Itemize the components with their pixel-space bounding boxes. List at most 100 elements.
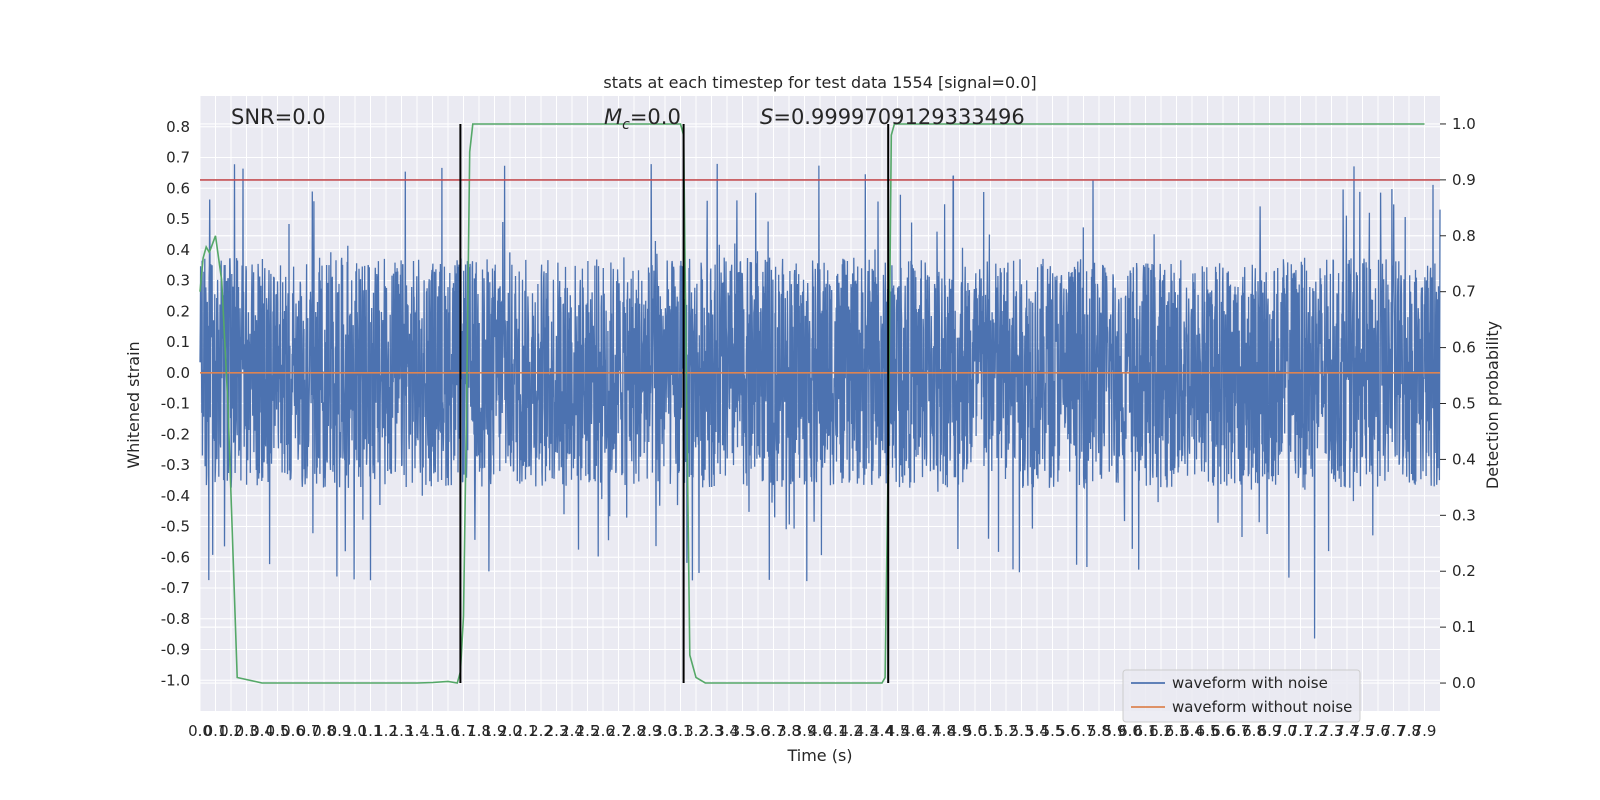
series-line-waveform-with-noise [199, 163, 1441, 639]
y-tick-label: -0.9 [161, 641, 190, 659]
x-tick-label: 0.7 [297, 722, 321, 740]
x-tick-label: 6.6 [1211, 722, 1235, 740]
score-value: =0.9999709129333496 [773, 105, 1024, 129]
x-tick-label: 7.3 [1320, 722, 1344, 740]
x-tick-label: 5.7 [1072, 722, 1096, 740]
x-tick-label: 3.5 [731, 722, 755, 740]
x-tick-label: 4.2 [839, 722, 863, 740]
x-tick-label: 3.3 [700, 722, 724, 740]
x-tick-label: 1.2 [374, 722, 398, 740]
x-tick-label: 0.1 [204, 722, 228, 740]
x-tick-label: 1.1 [359, 722, 383, 740]
x-tick-label: 2.8 [622, 722, 646, 740]
x-tick-label: 7.2 [1304, 722, 1328, 740]
y2-tick-label: 0.8 [1452, 227, 1476, 245]
legend-label-clean: waveform without noise [1172, 698, 1352, 716]
x-tick-label: 3.7 [762, 722, 786, 740]
x-tick-label: 5.6 [1056, 722, 1080, 740]
y-tick-label: 0.3 [166, 272, 190, 290]
y2-tick-label: 0.5 [1452, 395, 1476, 413]
x-tick-label: 5.8 [1087, 722, 1111, 740]
x-tick-label: 4.0 [808, 722, 832, 740]
chirp-mass-symbol: M [604, 105, 622, 129]
x-tick-label: 2.3 [545, 722, 569, 740]
x-tick-label: 2.9 [638, 722, 662, 740]
x-tick-label: 5.5 [1041, 722, 1065, 740]
y2-tick-label: 0.2 [1452, 562, 1476, 580]
x-tick-label: 7.0 [1273, 722, 1297, 740]
x-tick-label: 4.1 [824, 722, 848, 740]
x-tick-label: 1.7 [452, 722, 476, 740]
y2-tick-label: 0.3 [1452, 506, 1476, 524]
x-tick-label: 5.4 [1025, 722, 1049, 740]
x-tick-label: 7.5 [1351, 722, 1375, 740]
x-axis-label: Time (s) [786, 746, 852, 765]
score-annotation: S=0.9999709129333496 [760, 105, 1025, 129]
snr-annotation: SNR=0.0 [231, 105, 326, 129]
x-tick-label: 6.2 [1149, 722, 1173, 740]
y-tick-label: 0.1 [166, 333, 190, 351]
x-tick-label: 7.1 [1289, 722, 1313, 740]
x-tick-label: 5.3 [1010, 722, 1034, 740]
y-tick-labels: 0.8 0.7 0.6 0.5 0.4 0.3 0.2 0.1 0.0 -0.1 -0.2 -0.3 -… [161, 118, 190, 690]
x-tick-label: 1.9 [483, 722, 507, 740]
y2-tick-label: 0.7 [1452, 283, 1476, 301]
x-tick-label: 2.0 [498, 722, 522, 740]
y-tick-label: 0.8 [166, 118, 190, 136]
x-tick-label: 2.5 [576, 722, 600, 740]
x-tick-label: 1.5 [421, 722, 445, 740]
x-tick-label: 4.9 [948, 722, 972, 740]
x-tick-labels: 0.00.10.20.30.40.50.60.70.80.91.01.11.21… [188, 722, 1436, 740]
x-tick-label: 4.8 [932, 722, 956, 740]
y-tick-label: -0.4 [161, 487, 190, 505]
x-tick-label: 4.3 [855, 722, 879, 740]
x-tick-label: 7.6 [1366, 722, 1390, 740]
x-tick-label: 3.1 [669, 722, 693, 740]
y2-tick-label: 0.4 [1452, 450, 1476, 468]
x-tick-label: 6.5 [1196, 722, 1220, 740]
x-tick-label: 6.3 [1165, 722, 1189, 740]
x-tick-label: 0.8 [312, 722, 336, 740]
x-tick-label: 1.3 [390, 722, 414, 740]
x-tick-label: 3.6 [746, 722, 770, 740]
y-tick-label: -0.6 [161, 548, 190, 566]
x-tick-label: 0.0 [188, 722, 212, 740]
series-line-2 [199, 123, 1425, 684]
x-tick-label: 0.9 [328, 722, 352, 740]
y-tick-label: 0.5 [166, 210, 190, 228]
x-tick-label: 2.1 [514, 722, 538, 740]
x-tick-label: 1.8 [467, 722, 491, 740]
x-tick-label: 3.2 [684, 722, 708, 740]
x-tick-label: 5.0 [963, 722, 987, 740]
x-tick-label: 6.1 [1134, 722, 1158, 740]
x-tick-label: 0.6 [281, 722, 305, 740]
x-tick-label: 3.4 [715, 722, 739, 740]
y2-tick-label: 0.9 [1452, 171, 1476, 189]
x-tick-label: 3.9 [793, 722, 817, 740]
x-tick-label: 4.6 [901, 722, 925, 740]
legend-box [1122, 669, 1361, 723]
x-tick-label: 6.8 [1242, 722, 1266, 740]
series-overlay [199, 123, 1440, 684]
chirp-mass-annotation: Mc=0.0 [604, 105, 681, 133]
legend: waveform with noise waveform without noi… [1122, 669, 1361, 723]
x-tick-label: 6.7 [1227, 722, 1251, 740]
y-tick-label: -0.5 [161, 518, 190, 536]
y2-tick-label: 0.1 [1452, 618, 1476, 636]
x-tick-label: 6.0 [1118, 722, 1142, 740]
x-tick-label: 2.2 [529, 722, 553, 740]
y-tick-label: -0.8 [161, 610, 190, 628]
chart-title: stats at each timestep for test data 155… [603, 73, 1036, 92]
legend-label-noise: waveform with noise [1172, 674, 1328, 692]
x-tick-label: 0.2 [219, 722, 243, 740]
y-tick-label: 0.2 [166, 302, 190, 320]
y-tick-label: -0.1 [161, 395, 190, 413]
x-tick-label: 6.9 [1258, 722, 1282, 740]
x-tick-label: 2.6 [591, 722, 615, 740]
x-tick-label: 1.6 [436, 722, 460, 740]
x-tick-label: 4.7 [917, 722, 941, 740]
x-tick-label: 7.7 [1382, 722, 1406, 740]
x-tick-label: 7.8 [1397, 722, 1421, 740]
x-tick-label: 4.5 [886, 722, 910, 740]
